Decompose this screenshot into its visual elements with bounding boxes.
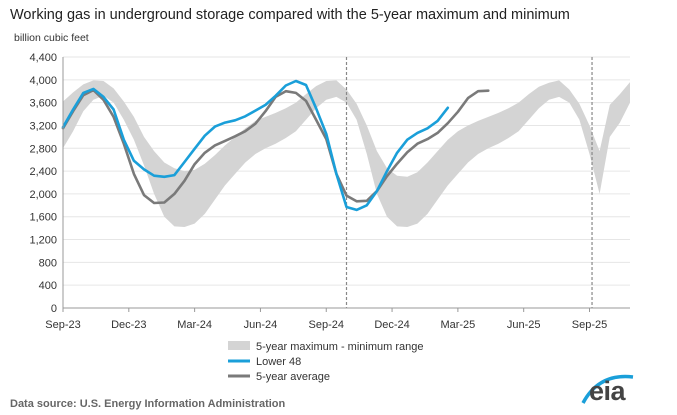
y-tick-label: 2,000 — [29, 189, 57, 201]
logo-arc-icon — [581, 374, 634, 404]
y-tick-label: 0 — [51, 303, 57, 315]
y-tick-label: 2,400 — [29, 166, 57, 178]
series-line — [61, 79, 450, 212]
y-tick-label: 4,000 — [29, 75, 57, 87]
y-tick-label: 800 — [39, 257, 57, 269]
legend-label: 5-year maximum - minimum range — [256, 341, 423, 353]
x-tick-label: Mar-24 — [177, 319, 212, 331]
axes — [62, 57, 630, 309]
legend-label: 5-year average — [256, 371, 330, 383]
legend-label: Lower 48 — [256, 356, 301, 368]
x-tick-label: Dec-24 — [374, 319, 409, 331]
series-lines — [61, 79, 490, 212]
legend-swatch — [228, 341, 250, 350]
x-tick-label: Sep-25 — [572, 319, 607, 331]
y-axis-label: billion cubic feet — [14, 32, 89, 44]
y-tick-label: 1,200 — [29, 235, 57, 247]
x-tick-labels: Sep-23 Dec-23 Mar-24 Jun-24 Sep-24 Dec-24 Mar-… — [45, 308, 607, 331]
range-band-area — [63, 80, 630, 228]
range-band — [63, 80, 630, 228]
x-tick-label: Sep-24 — [309, 319, 344, 331]
eia-logo: eia — [588, 376, 626, 406]
legend: 5-year maximum - minimum range Lower 48 5-… — [228, 341, 423, 383]
y-tick-label: 400 — [39, 280, 57, 292]
y-tick-label: 3,200 — [29, 120, 57, 132]
y-tick-label: 1,600 — [29, 212, 57, 224]
vertical-markers — [345, 57, 593, 308]
y-tick-label: 3,600 — [29, 98, 57, 110]
x-tick-label: Sep-23 — [45, 319, 80, 331]
y-tick-labels: 0 400 800 1,200 1,600 2,000 2,400 2,800 3,200 3,6… — [29, 52, 57, 315]
chart-title: Working gas in underground storage compa… — [10, 7, 570, 23]
y-tick-label: 4,400 — [29, 52, 57, 64]
x-tick-label: Dec-23 — [111, 319, 146, 331]
x-tick-label: Jun-25 — [507, 319, 541, 331]
x-tick-label: Jun-24 — [244, 319, 278, 331]
data-source-note: Data source: U.S. Energy Information Adm… — [10, 398, 286, 410]
x-tick-label: Mar-25 — [440, 319, 475, 331]
y-tick-label: 2,800 — [29, 143, 57, 155]
